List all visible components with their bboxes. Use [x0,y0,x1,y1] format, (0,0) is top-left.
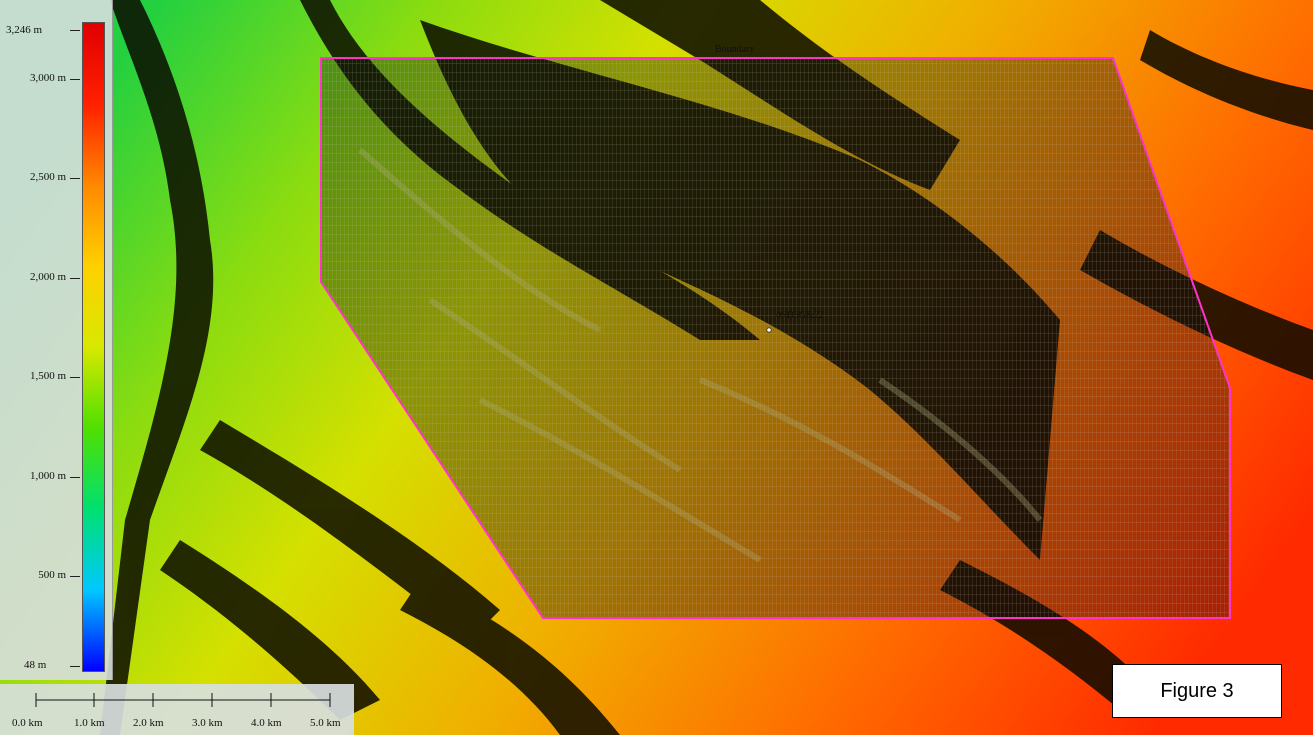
legend-max-label: 3,246 m [6,24,43,36]
scale-label-0: 0.0 km [12,717,43,729]
legend-tick [70,178,80,180]
marker-label: 0SD3G&22 [776,310,824,321]
legend-tick-label: 1,000 m [29,469,66,482]
legend-max-tick [70,30,80,31]
scale-label-1: 1.0 km [74,717,105,729]
legend-tick [70,78,80,80]
scale-label-2: 2.0 km [133,717,164,729]
model-boundary[interactable] [320,57,1231,619]
scale-bar: 0.0 km 1.0 km 2.0 km 3.0 km 4.0 km 5.0 k… [0,684,354,735]
center-marker-icon[interactable] [766,327,772,333]
scale-bar-ruler [35,693,331,707]
elevation-legend: 3,246 m 48 m 3,000 m 2,500 m 2,000 m 1,500 … [0,0,113,680]
scale-label-5: 5.0 km [310,717,341,729]
legend-tick-label: 2,000 m [29,270,66,283]
scale-label-3: 3.0 km [192,717,223,729]
model-grid [321,58,1230,618]
legend-tick-label: 3,000 m [29,71,66,84]
legend-min-tick [70,666,80,667]
legend-tick-label: 2,500 m [29,171,66,184]
legend-tick [70,576,80,578]
legend-tick-label: 1,500 m [29,370,66,383]
legend-tick-label: 500 m [38,569,66,582]
legend-min-label: 48 m [24,659,47,671]
boundary-label: Boundary [715,44,754,55]
legend-tick [70,476,80,478]
scale-label-4: 4.0 km [251,717,282,729]
legend-tick [70,377,80,379]
figure-caption: Figure 3 [1112,664,1282,718]
elevation-color-ramp [82,22,105,672]
legend-tick [70,277,80,279]
